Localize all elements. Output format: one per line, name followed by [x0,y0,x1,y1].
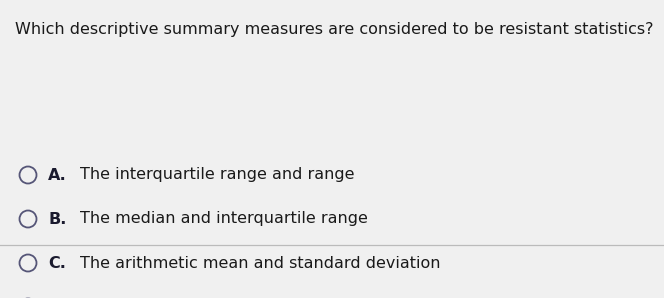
Text: C.: C. [48,255,66,271]
Text: The median and interquartile range: The median and interquartile range [80,212,368,226]
Text: The interquartile range and range: The interquartile range and range [80,167,355,182]
Text: The arithmetic mean and standard deviation: The arithmetic mean and standard deviati… [80,255,440,271]
Text: A.: A. [48,167,67,182]
Text: Which descriptive summary measures are considered to be resistant statistics?: Which descriptive summary measures are c… [15,22,653,37]
Text: B.: B. [48,212,66,226]
